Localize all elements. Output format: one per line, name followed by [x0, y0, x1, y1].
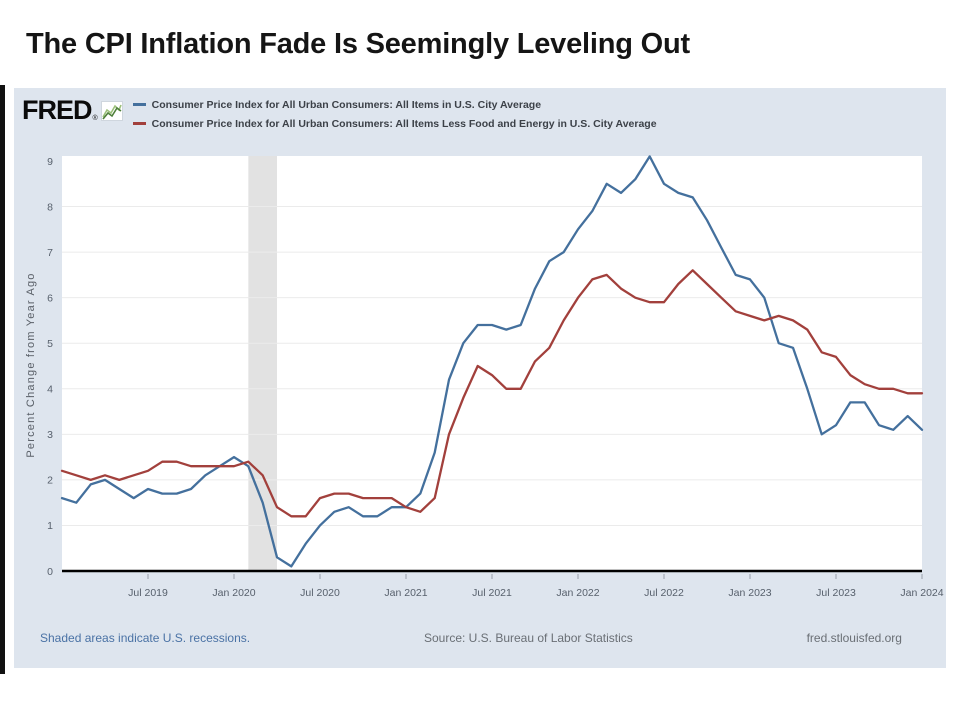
y-tick-label: 1	[47, 520, 53, 532]
y-axis-title: Percent Change from Year Ago	[25, 272, 37, 458]
source-text: Source: U.S. Bureau of Labor Statistics	[423, 631, 633, 645]
y-tick-label: 4	[47, 384, 53, 396]
x-tick-label: Jan 2023	[728, 587, 771, 599]
x-tick-label: Jul 2023	[816, 587, 856, 599]
legend-line-swatch-red	[132, 122, 146, 125]
legend-label-all-items: Consumer Price Index for All Urban Consu…	[151, 98, 542, 111]
chart-footer: Shaded areas indicate U.S. recessions. S…	[40, 631, 902, 645]
series-line-all-items	[60, 155, 924, 568]
y-tick-label: 0	[47, 566, 53, 578]
recessions-note-link[interactable]: Shaded areas indicate U.S. recessions.	[40, 631, 251, 645]
left-edge-bar	[0, 85, 5, 674]
x-tick-label: Jan 2020	[212, 587, 255, 599]
fred-logo-text: FRED	[22, 95, 92, 125]
x-tick-label: Jul 2019	[128, 587, 168, 599]
recession-shading	[248, 156, 277, 571]
legend-item-core: Consumer Price Index for All Urban Consu…	[132, 114, 657, 133]
y-tick-label: 3	[47, 429, 53, 441]
legend-label-core: Consumer Price Index for All Urban Consu…	[151, 117, 657, 130]
x-tick-label: Jan 2024	[900, 587, 943, 599]
x-tick-label: Jul 2020	[300, 587, 340, 599]
y-tick-label: 2	[47, 475, 53, 487]
plot-background	[62, 156, 922, 571]
y-tick-label: 9	[47, 156, 53, 168]
registered-mark-icon: ®	[92, 115, 98, 122]
cpi-line-chart: Jul 2019 Jan 2020 Jul 2020 Jan 2021 Jul 2021…	[47, 155, 944, 599]
x-tick-label: Jul 2022	[644, 587, 684, 599]
legend-line-swatch-blue	[132, 103, 146, 106]
fred-logo: FRED ®	[22, 95, 123, 125]
chart-header: FRED ® Consumer Price Index for All Urba…	[22, 94, 657, 133]
y-tick-label: 8	[47, 201, 53, 213]
x-tick-label: Jul 2021	[472, 587, 512, 599]
series-line-core	[60, 269, 924, 518]
fred-sparkline-icon	[100, 101, 123, 121]
y-tick-label: 6	[47, 292, 53, 304]
legend-item-all-items: Consumer Price Index for All Urban Consu…	[132, 95, 657, 114]
x-tick-label: Jan 2021	[384, 587, 427, 599]
y-tick-label: 7	[47, 247, 53, 259]
x-tick-label: Jan 2022	[556, 587, 599, 599]
chart-legend: Consumer Price Index for All Urban Consu…	[132, 95, 657, 133]
fred-site-link[interactable]: fred.stlouisfed.org	[806, 631, 902, 645]
y-tick-label: 5	[47, 338, 53, 350]
page-title: The CPI Inflation Fade Is Seemingly Leve…	[26, 28, 690, 60]
fred-chart-panel: Jul 2019 Jan 2020 Jul 2020 Jan 2021 Jul 2021…	[14, 88, 946, 668]
